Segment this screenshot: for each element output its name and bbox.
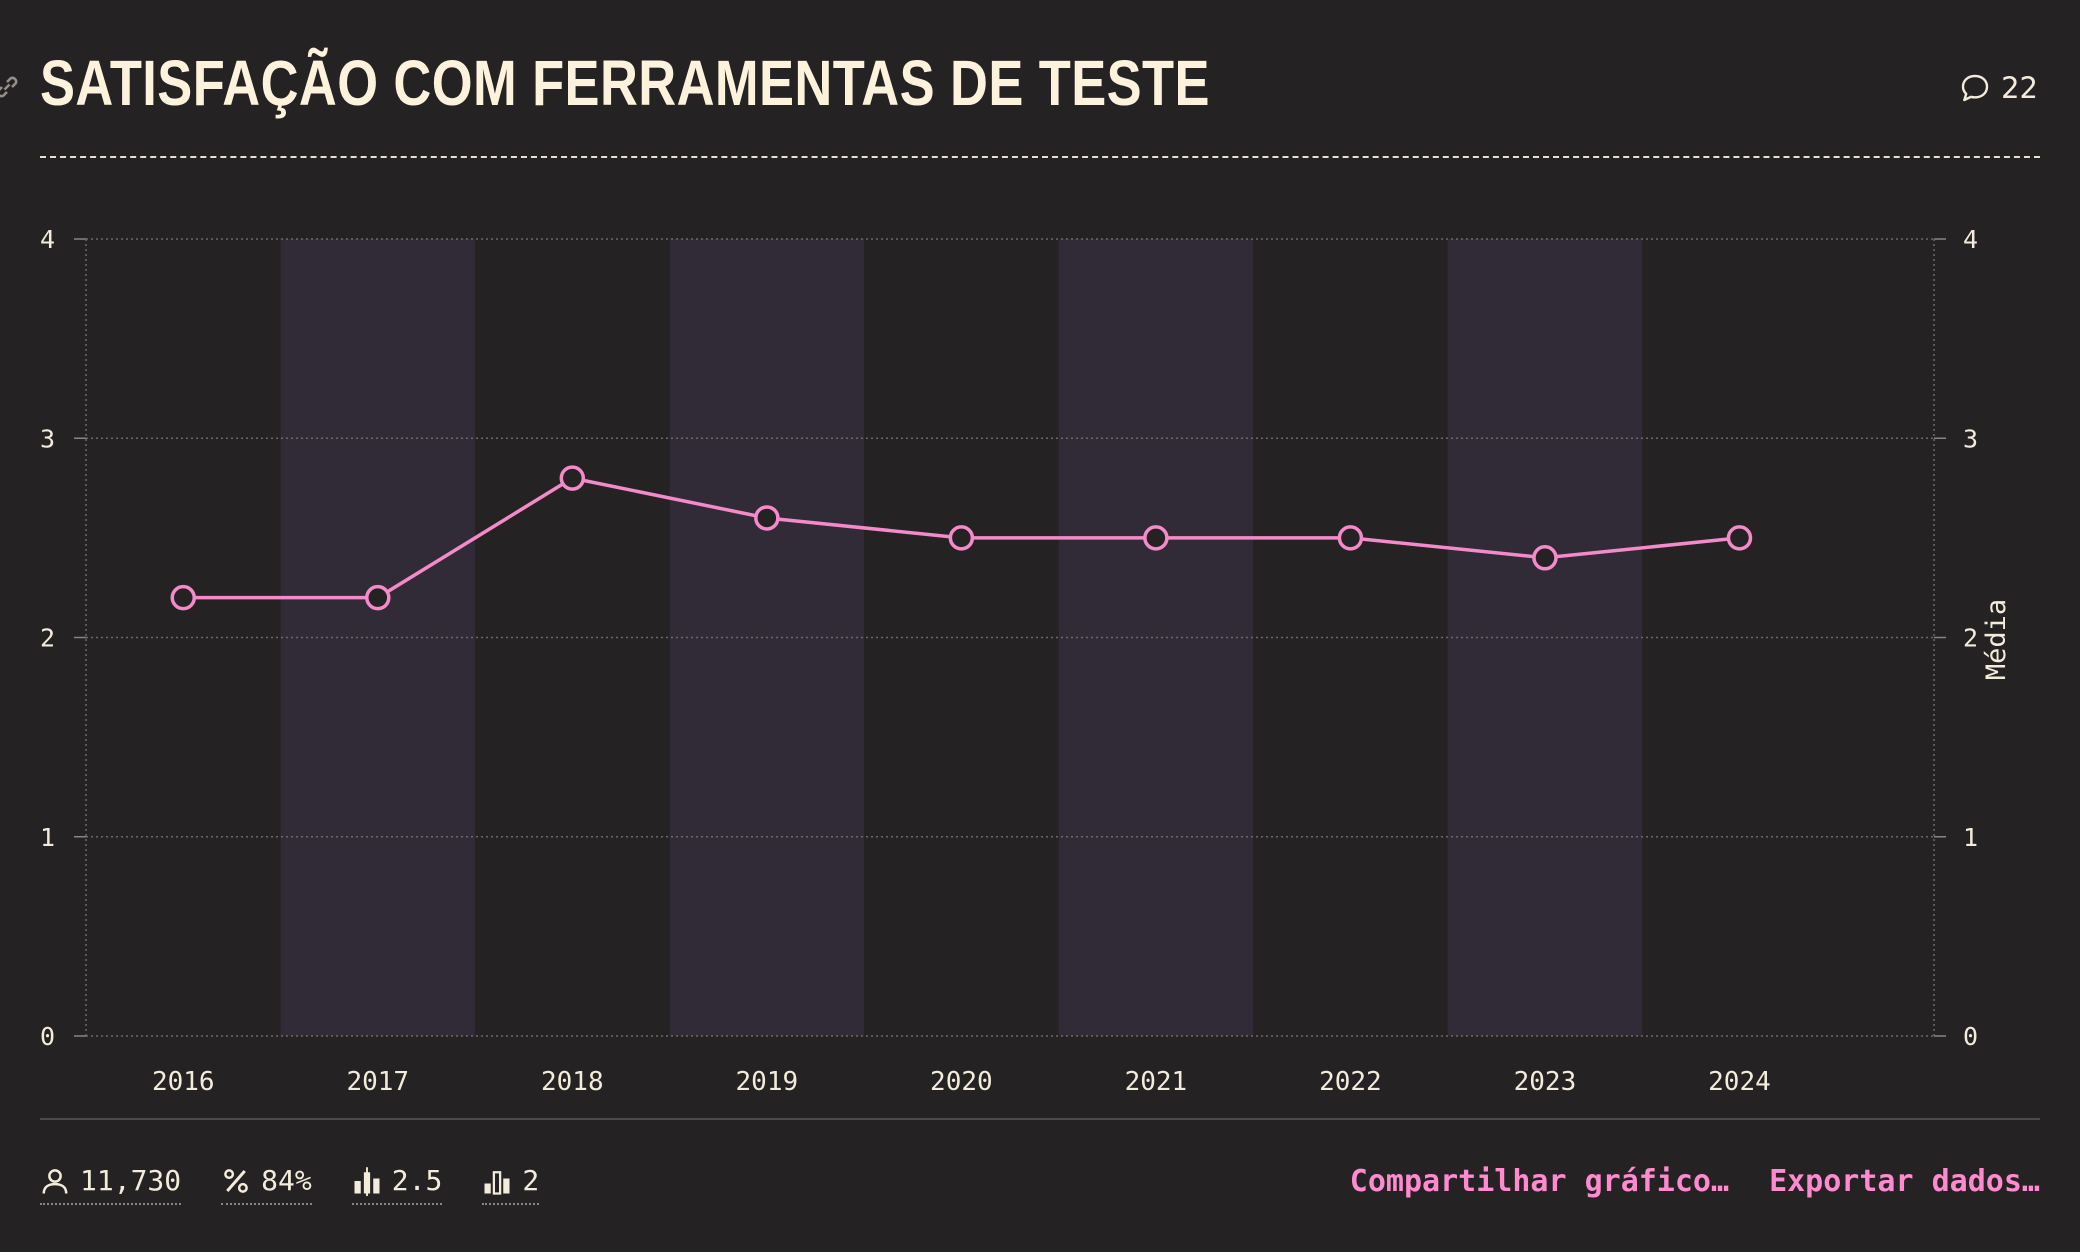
- comments-button[interactable]: 22: [1959, 68, 2038, 108]
- x-tick-label: 2020: [930, 1067, 993, 1097]
- person-icon: [42, 1168, 68, 1194]
- data-point[interactable]: [365, 584, 391, 611]
- percentage-stat[interactable]: 84%: [221, 1164, 312, 1205]
- data-point[interactable]: [559, 465, 586, 491]
- x-tick-label: 2018: [541, 1067, 604, 1097]
- y-tick-label: 4: [40, 225, 55, 254]
- y-tick-label-right: 2: [1963, 624, 1978, 653]
- y-tick-label: 1: [40, 823, 55, 852]
- chart-actions: Compartilhar gráfico… Exportar dados…: [1350, 1164, 2040, 1199]
- page-title: Satisfação com ferramentas de teste: [40, 47, 1210, 119]
- data-point[interactable]: [1532, 545, 1558, 571]
- bar-mode-icon: [484, 1170, 510, 1195]
- column-band: [1447, 239, 1643, 1036]
- bar-median-icon: [354, 1166, 380, 1196]
- y-tick-label-right: 3: [1963, 424, 1978, 453]
- y-tick-label: 3: [40, 424, 55, 453]
- data-point[interactable]: [948, 525, 975, 551]
- stats-bar: 11,730 84% 2.5 2: [40, 1164, 540, 1205]
- x-tick-label: 2024: [1708, 1067, 1771, 1097]
- y-tick-label-right: 1: [1963, 823, 1978, 852]
- x-tick-label: 2016: [152, 1067, 215, 1097]
- data-point[interactable]: [1726, 525, 1753, 551]
- average-value: 2.5: [391, 1164, 443, 1197]
- title-divider: [40, 156, 2040, 158]
- x-tick-label: 2022: [1319, 1067, 1382, 1097]
- average-stat[interactable]: 2.5: [351, 1164, 443, 1205]
- y-tick-label-right: 4: [1963, 225, 1978, 254]
- export-data-button[interactable]: Exportar dados…: [1769, 1164, 2040, 1199]
- data-point[interactable]: [170, 584, 197, 611]
- y-axis-title: Média: [1981, 599, 2012, 680]
- x-tick-label: 2017: [346, 1067, 409, 1097]
- y-tick-label: 2: [40, 624, 55, 653]
- x-tick-label: 2021: [1125, 1067, 1188, 1097]
- y-tick-label: 0: [40, 1022, 55, 1051]
- share-chart-button[interactable]: Compartilhar gráfico…: [1349, 1164, 1730, 1199]
- mode-value: 2: [522, 1164, 540, 1197]
- data-point[interactable]: [1337, 525, 1364, 551]
- footer-divider: [40, 1118, 2040, 1120]
- percent-icon: [224, 1168, 249, 1193]
- mode-stat[interactable]: 2: [482, 1164, 540, 1205]
- x-tick-label: 2019: [736, 1067, 799, 1097]
- y-tick-label-right: 0: [1963, 1022, 1978, 1051]
- x-tick-label: 2023: [1514, 1067, 1577, 1097]
- data-point[interactable]: [754, 505, 780, 531]
- percentage-value: 84%: [261, 1164, 312, 1197]
- line-chart: 0 0 1 1 2 2 3 3 4 4 Média 2016 2017 2018 2019 2020 2021 2…: [40, 225, 2012, 1097]
- speech-bubble-icon: [1961, 74, 1989, 102]
- data-point[interactable]: [1143, 525, 1169, 551]
- comment-count: 22: [2001, 71, 2038, 105]
- respondents-value: 11,730: [80, 1164, 182, 1197]
- respondents-stat[interactable]: 11,730: [40, 1164, 182, 1205]
- link-icon[interactable]: [0, 72, 22, 102]
